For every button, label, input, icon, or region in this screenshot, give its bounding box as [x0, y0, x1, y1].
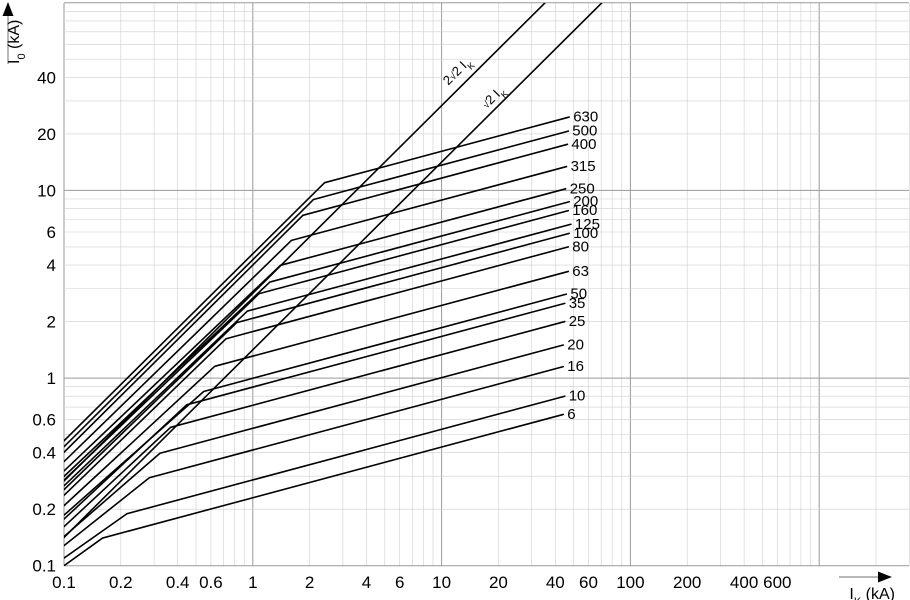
svg-text:6: 6: [567, 406, 575, 423]
svg-text:20: 20: [489, 573, 508, 592]
svg-text:I0 (kA): I0 (kA): [6, 20, 28, 64]
svg-text:1: 1: [47, 369, 56, 388]
svg-text:0.2: 0.2: [109, 573, 133, 592]
svg-text:6: 6: [47, 223, 56, 242]
svg-text:200: 200: [673, 573, 701, 592]
svg-text:0.6: 0.6: [199, 573, 223, 592]
svg-text:63: 63: [572, 263, 589, 280]
svg-text:20: 20: [567, 337, 584, 354]
svg-text:4: 4: [47, 256, 56, 275]
svg-text:10: 10: [432, 573, 451, 592]
svg-text:315: 315: [571, 158, 596, 175]
svg-text:60: 60: [579, 573, 598, 592]
svg-text:6: 6: [395, 573, 404, 592]
svg-text:0.2: 0.2: [32, 500, 56, 519]
svg-text:1: 1: [248, 573, 257, 592]
svg-text:40: 40: [37, 68, 56, 87]
svg-text:2: 2: [305, 573, 314, 592]
svg-text:35: 35: [569, 295, 586, 312]
svg-text:0.4: 0.4: [32, 444, 56, 463]
svg-text:IK (kA): IK (kA): [849, 586, 895, 600]
svg-text:400: 400: [730, 573, 758, 592]
svg-text:80: 80: [572, 238, 589, 255]
svg-text:40: 40: [546, 573, 565, 592]
svg-text:0.1: 0.1: [52, 573, 76, 592]
svg-text:400: 400: [571, 136, 596, 153]
svg-text:0.4: 0.4: [166, 573, 190, 592]
svg-text:25: 25: [569, 313, 586, 330]
svg-text:20: 20: [37, 125, 56, 144]
svg-text:16: 16: [567, 358, 584, 375]
svg-text:0.6: 0.6: [32, 411, 56, 430]
svg-text:10: 10: [569, 388, 586, 405]
svg-text:10: 10: [37, 181, 56, 200]
svg-text:600: 600: [763, 573, 791, 592]
svg-text:2: 2: [47, 313, 56, 332]
svg-text:0.1: 0.1: [32, 557, 56, 576]
svg-text:100: 100: [616, 573, 644, 592]
svg-text:4: 4: [362, 573, 371, 592]
